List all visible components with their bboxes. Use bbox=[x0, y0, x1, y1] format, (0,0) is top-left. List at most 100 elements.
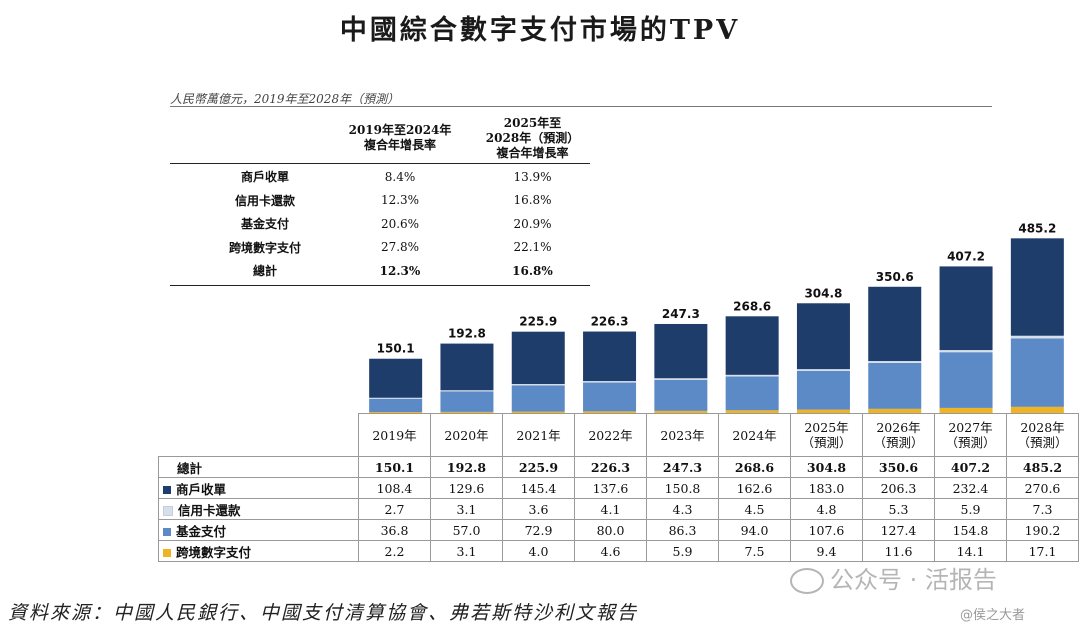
table-cell: 407.2 bbox=[934, 456, 1007, 478]
bar-segment bbox=[654, 378, 708, 380]
bar-segment bbox=[1010, 238, 1064, 336]
table-row-total: 總計 150.1 192.8 225.9 226.3 247.3 268.6 304.8 350… bbox=[158, 456, 1079, 478]
bar-segment bbox=[654, 323, 708, 379]
bar-segment bbox=[369, 412, 423, 413]
table-cell: 225.9 bbox=[502, 456, 575, 478]
bar-total-label: 226.3 bbox=[591, 315, 629, 329]
cagr-value-2019-2024: 8.4% bbox=[384, 169, 416, 184]
year-label: 2027年 （預測） bbox=[945, 420, 996, 450]
table-row: 基金支付 36.8 57.0 72.9 80.0 86.3 94.0 107.6 127.4 15… bbox=[158, 519, 1079, 541]
bar-segment bbox=[868, 408, 922, 413]
bar-segment bbox=[939, 407, 993, 413]
bar-total-label: 192.8 bbox=[448, 327, 486, 341]
cagr-row-label: 總計 bbox=[252, 264, 277, 278]
year-header: 2022年 bbox=[574, 413, 647, 457]
bar-total-label: 225.9 bbox=[519, 315, 557, 329]
table-header-row: 2019年 2020年 2021年 2022年 2023年 2024年 2025年 （預測）… bbox=[158, 413, 1079, 457]
year-header: 2019年 bbox=[358, 413, 431, 457]
table-cell: 3.1 bbox=[430, 498, 503, 520]
row-label: 總計 bbox=[158, 456, 359, 478]
year-label: 2019年 bbox=[372, 427, 417, 443]
cagr-value-2025-2028: 13.9% bbox=[513, 169, 552, 184]
table-cell: 94.0 bbox=[718, 519, 791, 541]
bar-segment bbox=[369, 358, 423, 398]
table-cell: 268.6 bbox=[718, 456, 791, 478]
row-label: 基金支付 bbox=[158, 519, 359, 541]
cagr-row-label: 跨境數字支付 bbox=[228, 240, 301, 255]
table-cell: 485.2 bbox=[1006, 456, 1079, 478]
table-cell: 11.6 bbox=[862, 540, 935, 562]
year-header: 2025年 （預測） bbox=[790, 413, 863, 457]
cagr-row-label: 信用卡還款 bbox=[234, 193, 295, 208]
table-row: 信用卡還款 2.7 3.1 3.6 4.1 4.3 4.5 4.8 5.3 5.9 7.3 bbox=[158, 498, 1079, 520]
page-title: 中國綜合數字支付市場的TPV bbox=[339, 15, 741, 46]
table-cell: 86.3 bbox=[646, 519, 719, 541]
year-header: 2021年 bbox=[502, 413, 575, 457]
bar-segment bbox=[511, 385, 565, 412]
bar-segment bbox=[939, 266, 993, 351]
bar-total-label: 304.8 bbox=[804, 286, 842, 300]
bar-segment bbox=[868, 361, 922, 363]
year-header: 2023年 bbox=[646, 413, 719, 457]
year-label: 2025年 （預測） bbox=[801, 420, 852, 450]
cagr-value-2025-2028: 16.8% bbox=[512, 263, 553, 278]
table-cell: 192.8 bbox=[430, 456, 503, 478]
table-cell: 206.3 bbox=[862, 477, 935, 499]
table-cell: 154.8 bbox=[934, 519, 1007, 541]
table-cell: 2.7 bbox=[358, 498, 431, 520]
bar-segment bbox=[511, 331, 565, 385]
table-cell: 80.0 bbox=[574, 519, 647, 541]
bar-segment bbox=[440, 390, 494, 392]
bar-segment bbox=[725, 410, 779, 413]
year-label: 2028年 （預測） bbox=[1017, 420, 1068, 450]
bar-segment bbox=[369, 398, 423, 412]
data-table: 2019年 2020年 2021年 2022年 2023年 2024年 2025年 （預測）… bbox=[158, 413, 1079, 562]
table-cell: 9.4 bbox=[790, 540, 863, 562]
watermark-handle: @侯之大者 bbox=[960, 608, 1026, 623]
table-cell: 183.0 bbox=[790, 477, 863, 499]
bar-segment bbox=[583, 411, 637, 413]
year-header: 2020年 bbox=[430, 413, 503, 457]
table-cell: 270.6 bbox=[1006, 477, 1079, 499]
table-cell: 247.3 bbox=[646, 456, 719, 478]
bar-segment bbox=[511, 411, 565, 413]
row-label-text: 跨境數字支付 bbox=[176, 544, 252, 560]
bar-segment bbox=[868, 286, 922, 362]
table-cell: 4.5 bbox=[718, 498, 791, 520]
year-header: 2027年 （預測） bbox=[934, 413, 1007, 457]
row-label-text: 信用卡還款 bbox=[178, 502, 241, 518]
table-cell: 232.4 bbox=[934, 477, 1007, 499]
year-label: 2026年 （預測） bbox=[873, 420, 924, 450]
cagr-row: 基金支付 20.6% 20.9% bbox=[170, 212, 590, 235]
bar-segment bbox=[654, 410, 708, 413]
source-note: 資料來源：中國人民銀行、中國支付清算協會、弗若斯特沙利文報告 bbox=[8, 602, 639, 624]
row-label: 信用卡還款 bbox=[158, 498, 359, 520]
row-label-text: 總計 bbox=[177, 460, 203, 476]
table-cell: 4.8 bbox=[790, 498, 863, 520]
table-cell: 137.6 bbox=[574, 477, 647, 499]
row-label-text: 基金支付 bbox=[176, 523, 227, 539]
cagr-value-2025-2028: 16.8% bbox=[513, 193, 552, 207]
bar-segment bbox=[725, 376, 779, 411]
watermark: 公众号 · 活报告 bbox=[790, 560, 997, 595]
bar-segment bbox=[440, 391, 494, 412]
table-cell: 2.2 bbox=[358, 540, 431, 562]
bar-segment bbox=[939, 352, 993, 408]
table-cell: 145.4 bbox=[502, 477, 575, 499]
cagr-row: 總計 12.3% 16.8% bbox=[170, 259, 590, 282]
unit-label: 人民幣萬億元，2019年至2028年（預測） bbox=[170, 92, 400, 106]
bar-segment bbox=[868, 362, 922, 409]
table-cell: 304.8 bbox=[790, 456, 863, 478]
table-cell: 4.3 bbox=[646, 498, 719, 520]
cagr-value-2019-2024: 12.3% bbox=[379, 263, 421, 278]
bar-segment bbox=[796, 303, 850, 370]
table-cell: 7.5 bbox=[718, 540, 791, 562]
row-label: 跨境數字支付 bbox=[158, 540, 359, 562]
row-label-text: 商戶收單 bbox=[176, 481, 227, 497]
cagr-value-2019-2024: 12.3% bbox=[380, 193, 420, 207]
cagr-row-label: 基金支付 bbox=[240, 217, 289, 231]
bar-segment bbox=[1010, 406, 1064, 413]
bar-total-label: 350.6 bbox=[876, 270, 914, 284]
bar-segment bbox=[583, 331, 637, 382]
